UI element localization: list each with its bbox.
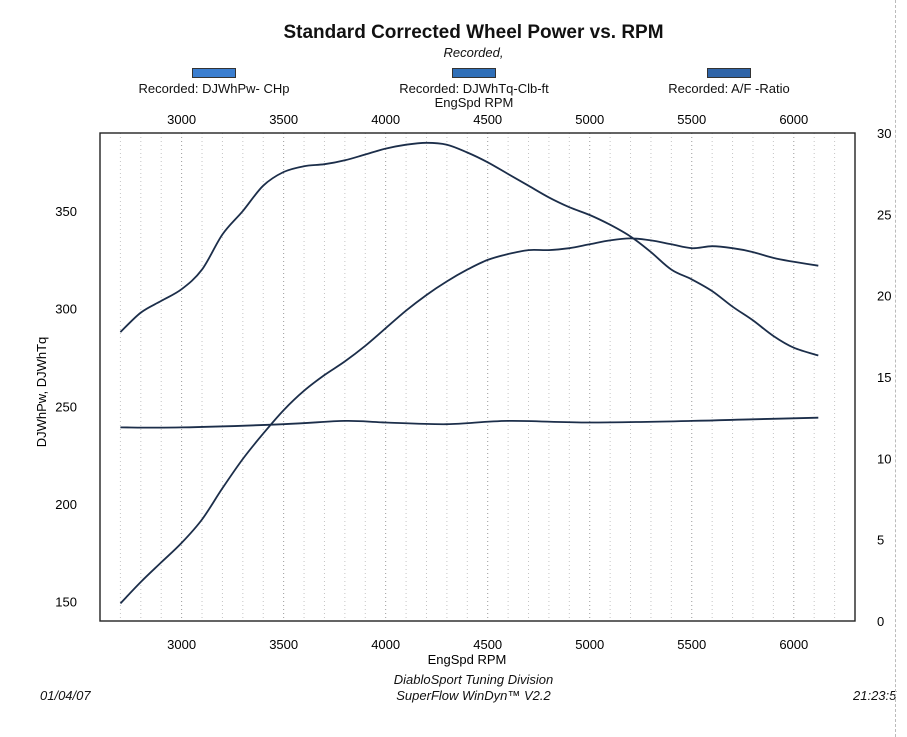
x-top-tick-label: 3500 (269, 112, 298, 127)
chart-subtitle: Recorded, (443, 45, 504, 60)
y2-tick-label: 10 (877, 451, 891, 466)
chart-title: Standard Corrected Wheel Power vs. RPM (283, 22, 664, 43)
grid-layer (119, 133, 836, 621)
y-tick-label: 200 (55, 497, 77, 512)
x-top-tick-label: 5000 (575, 112, 604, 127)
x-top-tick-label: 4500 (473, 112, 502, 127)
top-axis-label: EngSpd RPM (434, 95, 514, 110)
x-top-tick-label: 5500 (677, 112, 706, 127)
y-axis-label: DJWhPw, DJWhTq (34, 337, 49, 448)
x-tick-label: 3500 (269, 637, 298, 652)
footer-date: 01/04/07 (40, 688, 91, 703)
y2-tick-label: 30 (877, 126, 891, 141)
legend-label-afr: Recorded: A/F -Ratio (668, 81, 790, 96)
footer-time: 21:23:5 (853, 688, 897, 703)
legend-swatch-power (192, 68, 236, 78)
page-edge-line (895, 0, 897, 737)
legend-label-power: Recorded: DJWhPw- CHp (138, 81, 290, 96)
x-tick-label: 3000 (167, 637, 196, 652)
legend-swatch-torque (452, 68, 496, 78)
x-top-tick-label: 6000 (779, 112, 808, 127)
y-tick-label: 350 (55, 204, 77, 219)
y-tick-label: 300 (55, 302, 77, 317)
legend-item-afr: Recorded: A/F -Ratio (652, 68, 806, 96)
y2-tick-label: 20 (877, 289, 891, 304)
legend-item-torque: Recorded: DJWhTq-Clb-ft EngSpd RPM (386, 68, 562, 110)
x-axis-label: EngSpd RPM (428, 652, 507, 667)
y2-tick-label: 5 (877, 533, 884, 548)
x-tick-label: 5500 (677, 637, 706, 652)
y2-tick-label: 0 (877, 614, 884, 629)
series-line-power (119, 237, 819, 605)
plot-frame (99, 132, 856, 622)
y2-tick-label: 25 (877, 207, 891, 222)
series-line-afr (120, 416, 819, 429)
series-layer (119, 141, 819, 605)
y-tick-label: 250 (55, 399, 77, 414)
legend-swatch-afr (707, 68, 751, 78)
legend-item-power: Recorded: DJWhPw- CHp (129, 68, 299, 96)
x-tick-label: 4500 (473, 637, 502, 652)
x-tick-label: 6000 (779, 637, 808, 652)
y-tick-label: 150 (55, 594, 77, 609)
x-top-tick-label: 4000 (371, 112, 400, 127)
x-tick-label: 4000 (371, 637, 400, 652)
tick-layer: 3000300035003500400040004500450050005000… (55, 112, 891, 652)
legend-label-torque: Recorded: DJWhTq-Clb-ft (399, 81, 549, 96)
x-top-tick-label: 3000 (167, 112, 196, 127)
footer-company: DiabloSport Tuning Division (393, 672, 554, 687)
y2-tick-label: 15 (877, 370, 891, 385)
series-line-torque (119, 141, 819, 357)
footer-software: SuperFlow WinDyn™ V2.2 (396, 688, 551, 703)
x-tick-label: 5000 (575, 637, 604, 652)
